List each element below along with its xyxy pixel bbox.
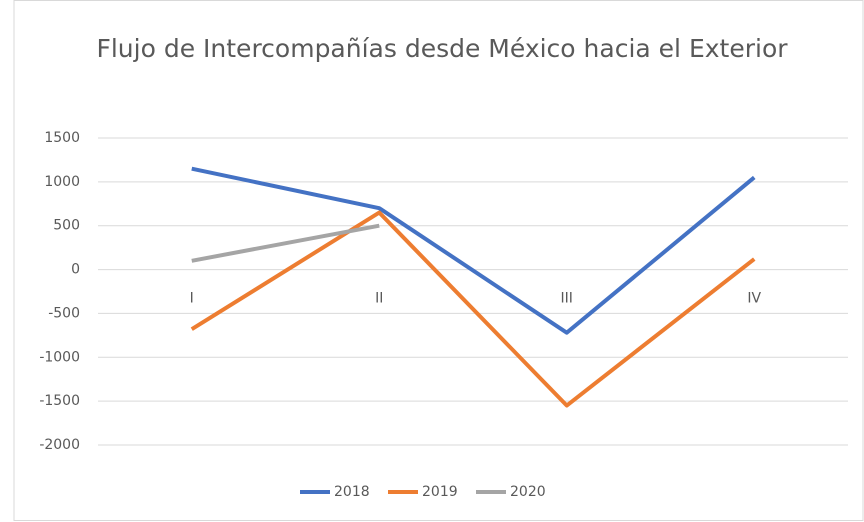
x-tick-label: I [190,291,194,307]
series-line [191,223,380,263]
legend-label: 2019 [422,484,458,500]
chart-title: Flujo de Intercompañías desde México hac… [96,34,788,63]
y-tick-label: 1500 [44,130,80,146]
x-tick-label: II [375,291,383,307]
series-line [190,210,756,408]
y-tick-label: -500 [48,305,80,321]
y-tick-label: 1000 [44,174,80,190]
chart-frame [13,0,864,521]
series-line [191,166,756,335]
y-tick-label: 500 [53,218,80,234]
y-tick-label: -1500 [39,393,80,409]
x-tick-label: III [561,291,573,307]
y-tick-label: -2000 [39,437,80,453]
x-tick-label: IV [747,291,761,307]
legend-label: 2020 [510,484,546,500]
legend-label: 2018 [334,484,370,500]
y-tick-label: 0 [71,262,80,278]
y-tick-label: -1000 [39,349,80,365]
